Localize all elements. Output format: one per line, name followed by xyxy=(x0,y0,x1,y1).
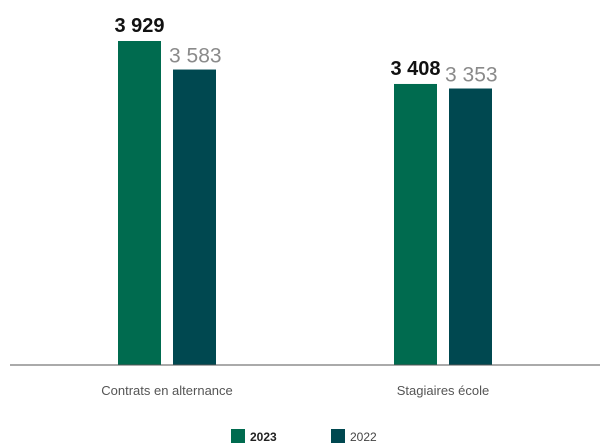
value-labels-group: 3 929 3 408 3 583 3 353 xyxy=(114,15,497,86)
value-label-2023-stagiaires: 3 408 xyxy=(390,58,440,80)
value-label-2022-stagiaires: 3 353 xyxy=(445,63,498,86)
bar-2022-contrats xyxy=(173,69,216,366)
legend-swatch-2022 xyxy=(331,429,345,443)
legend-swatch-2023 xyxy=(231,429,245,443)
legend-label-2023: 2023 xyxy=(250,430,277,443)
bar-2023-contrats xyxy=(118,41,161,365)
legend: 2023 2022 xyxy=(231,429,377,443)
category-labels-group: Contrats en alternance Stagiaires école xyxy=(101,383,489,398)
bar-2023-stagiaires xyxy=(394,83,437,366)
category-label-contrats: Contrats en alternance xyxy=(101,383,233,398)
bars-group xyxy=(118,41,492,366)
legend-label-2022: 2022 xyxy=(350,430,377,443)
bar-2022-stagiaires xyxy=(449,88,492,365)
value-label-2023-contrats: 3 929 xyxy=(114,15,164,37)
value-label-2022-contrats: 3 583 xyxy=(169,45,222,68)
category-label-stagiaires: Stagiaires école xyxy=(397,383,490,398)
